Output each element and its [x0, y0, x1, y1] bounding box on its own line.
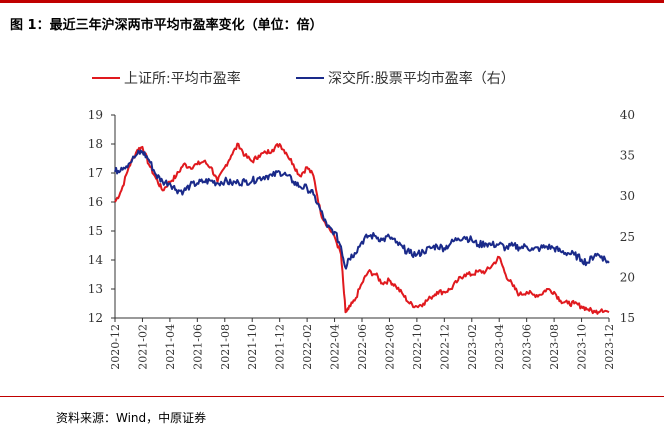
y-right-tick-label: 35 [620, 149, 635, 163]
y-left-tick-label: 15 [88, 224, 103, 238]
x-tick-label: 2023-02 [466, 324, 479, 370]
x-tick-label: 2021-10 [246, 324, 259, 370]
y-right-tick-label: 40 [620, 108, 635, 122]
y-left-tick-label: 18 [88, 137, 103, 151]
series-line-szse [114, 149, 610, 270]
source-note: 资料来源：Wind，中原证券 [56, 411, 207, 425]
x-tick-label: 2022-08 [383, 324, 396, 370]
x-tick-label: 2020-12 [109, 324, 122, 370]
x-tick-label: 2023-12 [603, 324, 616, 370]
y-left-tick-label: 17 [88, 166, 103, 180]
y-left-tick-label: 13 [88, 282, 103, 296]
x-tick-label: 2023-04 [493, 324, 506, 370]
x-tick-label: 2023-10 [576, 324, 589, 370]
y-right-tick-label: 15 [620, 311, 635, 325]
top-rule [0, 0, 664, 3]
x-tick-label: 2023-08 [548, 324, 561, 370]
y-right-tick-label: 30 [620, 189, 635, 203]
y-right-tick-label: 20 [620, 270, 635, 284]
figure-title: 图 1：最近三年沪深两市平均市盈率变化（单位：倍） [10, 18, 323, 33]
x-tick-label: 2021-02 [136, 324, 149, 370]
series-line-sse [114, 142, 610, 315]
bottom-rule [0, 396, 664, 397]
y-left-tick-label: 12 [88, 311, 103, 325]
pe-ratio-chart: 12 13 14 15 16 17 18 19 15 20 25 30 35 40 2020-12 2021-… [88, 70, 635, 370]
legend-label: 上证所:平均市盈率 [124, 70, 241, 87]
x-tick-label: 2022-06 [356, 324, 369, 370]
y-left-tick-label: 19 [88, 108, 103, 122]
y-left-tick-label: 14 [88, 253, 104, 267]
x-tick-label: 2021-06 [191, 324, 204, 370]
x-tick-label: 2022-12 [438, 324, 451, 370]
x-tick-label: 2022-04 [329, 324, 342, 370]
x-tick-label: 2021-04 [164, 324, 177, 370]
x-tick-label: 2023-06 [521, 324, 534, 370]
y-left-tick-label: 16 [88, 195, 103, 209]
x-tick-label: 2021-12 [274, 324, 287, 370]
x-tick-label: 2022-02 [301, 324, 314, 370]
y-right-tick-label: 25 [620, 230, 635, 244]
x-tick-label: 2021-08 [219, 324, 232, 370]
x-tick-label: 2022-10 [411, 324, 424, 370]
legend-label: 深交所:股票平均市盈率（右） [328, 70, 515, 87]
